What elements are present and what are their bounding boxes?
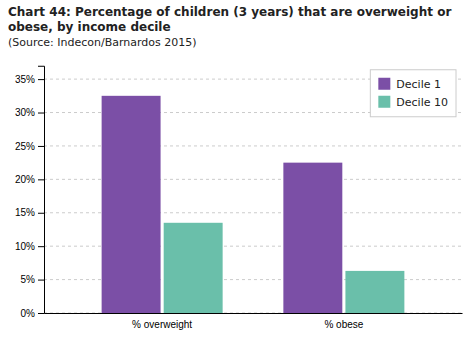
y-tick-mark	[38, 313, 44, 314]
legend-label: Decile 1	[396, 78, 441, 91]
y-tick-mark	[38, 246, 44, 247]
y-tick: 20%	[15, 174, 44, 185]
chart: Chart 44: Percentage of children (3 year…	[0, 0, 474, 341]
bar	[345, 271, 404, 313]
y-axis: 0% 5% 10% 15% 20% 25% 30% 35%	[15, 66, 45, 318]
y-tick-label: 20%	[15, 174, 35, 185]
legend-swatch	[378, 96, 390, 108]
bar	[283, 163, 342, 313]
legend: Decile 1 Decile 10	[370, 70, 456, 117]
title-block: Chart 44: Percentage of children (3 year…	[8, 5, 451, 49]
x-tick-label: % overweight	[132, 319, 192, 330]
legend-item: Decile 1	[378, 78, 441, 91]
bar	[102, 96, 161, 313]
x-axis-line	[45, 313, 463, 314]
x-tick: % overweight	[132, 319, 192, 330]
y-tick-label: 15%	[15, 207, 35, 218]
y-tick-mark	[38, 213, 44, 214]
legend-box	[370, 70, 456, 117]
y-tick-label: 0%	[21, 308, 36, 319]
bars	[102, 96, 405, 313]
y-tick-label: 30%	[15, 107, 35, 118]
y-tick-mark	[38, 146, 44, 147]
x-tick-label: % obese	[324, 319, 363, 330]
y-tick-label: 35%	[15, 74, 35, 85]
y-tick-mark	[38, 179, 44, 180]
y-tick: 25%	[15, 141, 44, 152]
y-tick: 0%	[21, 308, 44, 319]
y-tick-label: 5%	[21, 274, 36, 285]
y-tick: 15%	[15, 207, 44, 218]
plot: 0% 5% 10% 15% 20% 25% 30% 35% % overweight % obes…	[15, 66, 463, 330]
subtitle: (Source: Indecon/Barnardos 2015)	[8, 36, 197, 49]
y-tick-mark	[38, 113, 44, 114]
x-axis: % overweight % obese	[45, 314, 463, 331]
y-tick: 30%	[15, 107, 44, 118]
y-tick-mark	[38, 79, 44, 80]
y-tick-label: 25%	[15, 141, 35, 152]
legend-swatch	[378, 78, 390, 90]
y-tick: 5%	[21, 274, 44, 285]
y-tick: 10%	[15, 241, 44, 252]
bar	[164, 223, 223, 313]
legend-label: Decile 10	[396, 96, 448, 109]
legend-item: Decile 10	[378, 96, 448, 109]
y-axis-line	[38, 66, 45, 313]
y-tick: 35%	[15, 74, 44, 85]
title: Chart 44: Percentage of children (3 year…	[8, 5, 451, 34]
x-tick: % obese	[324, 319, 363, 330]
y-tick-mark	[38, 280, 44, 281]
y-tick-label: 10%	[15, 241, 35, 252]
